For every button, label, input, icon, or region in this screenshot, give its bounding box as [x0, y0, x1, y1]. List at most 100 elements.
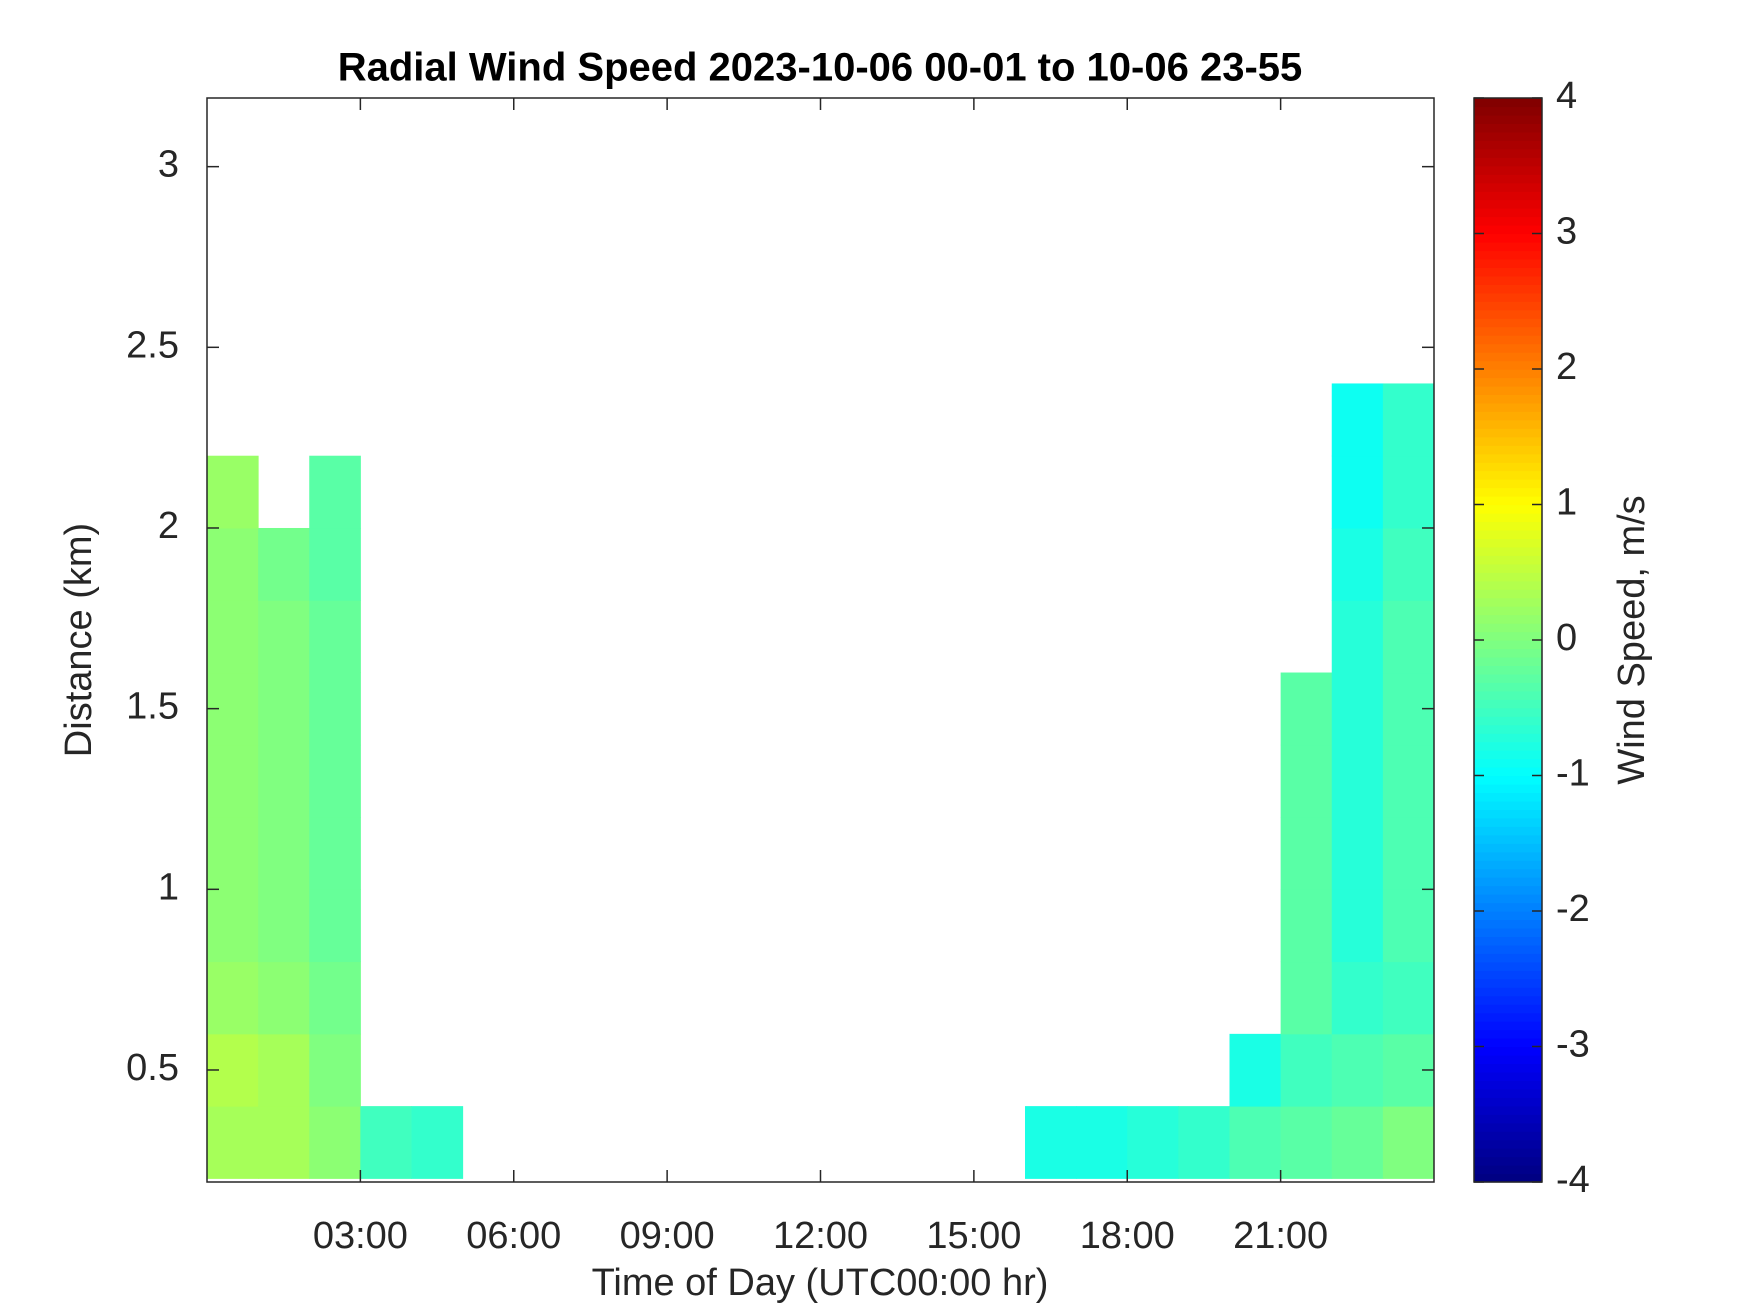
colorbar-segment — [1474, 623, 1542, 633]
colorbar-segment — [1474, 817, 1542, 827]
colorbar-segment — [1474, 809, 1542, 819]
colorbar-tick-label: 3 — [1556, 211, 1577, 253]
heat-cell — [309, 817, 361, 890]
colorbar-segment — [1474, 394, 1542, 404]
colorbar-segment — [1474, 1088, 1542, 1098]
colorbar-segment — [1474, 326, 1542, 336]
colorbar-segment — [1474, 978, 1542, 988]
colorbar-segment — [1474, 411, 1542, 421]
colorbar-segment — [1474, 385, 1542, 396]
colorbar-segment — [1474, 1012, 1542, 1022]
heat-cell — [1280, 744, 1333, 818]
heat-cell — [1331, 455, 1384, 529]
colorbar-segment — [1474, 572, 1542, 582]
heat-cell — [1178, 1106, 1230, 1179]
heat-cell — [1280, 889, 1333, 963]
colorbar-segment — [1474, 656, 1542, 667]
colorbar-segment — [1474, 995, 1542, 1005]
colorbar-segment — [1474, 1114, 1542, 1124]
colorbar-segment — [1474, 1097, 1542, 1107]
colorbar-tick-label: -4 — [1556, 1159, 1590, 1201]
colorbar-segment — [1474, 580, 1542, 590]
x-tick-label: 09:00 — [620, 1215, 715, 1257]
heat-cell — [1382, 455, 1435, 529]
colorbar-segment — [1474, 538, 1542, 548]
heat-cell — [411, 1106, 464, 1179]
y-tick-label: 1 — [158, 866, 179, 908]
colorbar-segment — [1474, 1156, 1542, 1166]
y-axis-label: Distance (km) — [58, 523, 100, 757]
colorbar-segment — [1474, 521, 1542, 531]
colorbar-segment — [1474, 665, 1542, 675]
heat-cell — [258, 817, 310, 890]
heat-cell — [309, 672, 361, 746]
heat-cell — [1382, 1106, 1435, 1179]
colorbar-segment — [1474, 140, 1542, 150]
colorbar-segment — [1474, 1165, 1542, 1175]
colorbar-segment — [1474, 241, 1542, 252]
colorbar-segment — [1474, 1131, 1542, 1141]
heat-cell — [258, 961, 310, 1035]
colorbar-segment — [1474, 250, 1542, 260]
colorbar-segment — [1474, 131, 1542, 141]
colorbar-segment — [1474, 741, 1542, 751]
heat-cell — [1331, 1106, 1384, 1179]
heat-cell — [309, 1106, 361, 1179]
colorbar-segment — [1474, 496, 1542, 506]
colorbar-segment — [1474, 733, 1542, 743]
colorbar-segment — [1474, 360, 1542, 370]
heat-cell — [207, 1106, 259, 1179]
colorbar-segment — [1474, 953, 1542, 963]
heat-cell — [309, 600, 361, 674]
heat-cell — [207, 744, 259, 818]
heat-cell — [1331, 672, 1384, 746]
colorbar-segment — [1474, 894, 1542, 904]
colorbar-segment — [1474, 114, 1542, 125]
plot-frame — [206, 97, 1435, 1183]
colorbar-segment — [1474, 563, 1542, 573]
colorbar-segment — [1474, 479, 1542, 489]
colorbar-segment — [1474, 987, 1542, 997]
colorbar-segment — [1474, 1122, 1542, 1132]
y-tick-label: 2.5 — [126, 324, 179, 366]
colorbar-segment — [1474, 707, 1542, 717]
y-tick-label: 2 — [158, 505, 179, 547]
colorbar-segment — [1474, 877, 1542, 887]
colorbar-segment — [1474, 1063, 1542, 1073]
colorbar-segment — [1474, 309, 1542, 319]
colorbar-segment — [1474, 267, 1542, 277]
colorbar-segment — [1474, 944, 1542, 954]
colorbar-tick-label: -2 — [1556, 888, 1590, 930]
colorbar-segment — [1474, 512, 1542, 523]
heat-cell — [1382, 961, 1435, 1035]
heat-cell — [207, 889, 259, 963]
colorbar-segment — [1474, 758, 1542, 768]
colorbar-segment — [1474, 724, 1542, 734]
heat-cell — [309, 744, 361, 818]
colorbar-segment — [1474, 614, 1542, 624]
colorbar-segment — [1474, 419, 1542, 429]
chart-title: Radial Wind Speed 2023-10-06 00-01 to 10… — [338, 46, 1303, 90]
colorbar-label: Wind Speed, m/s — [1611, 495, 1653, 784]
heat-cell — [1229, 1106, 1282, 1179]
x-tick-label: 12:00 — [773, 1215, 868, 1257]
colorbar-segment — [1474, 487, 1542, 497]
colorbar-segment — [1474, 911, 1542, 921]
colorbar-segment — [1474, 767, 1542, 777]
colorbar-segment — [1474, 369, 1542, 379]
colorbar-segment — [1474, 800, 1542, 810]
x-tick-label: 06:00 — [466, 1215, 561, 1257]
heat-cell — [258, 1033, 310, 1107]
colorbar-segment — [1474, 851, 1542, 861]
colorbar-segment — [1474, 1021, 1542, 1031]
colorbar-segment — [1474, 123, 1542, 133]
colorbar-segment — [1474, 148, 1542, 158]
colorbar-segment — [1474, 631, 1542, 641]
heat-cell — [360, 1106, 412, 1179]
colorbar-segment — [1474, 885, 1542, 895]
colorbar-segment — [1474, 783, 1542, 794]
colorbar-segment — [1474, 1029, 1542, 1039]
colorbar-segment — [1474, 191, 1542, 201]
colorbar-segment — [1474, 318, 1542, 328]
colorbar-segment — [1474, 301, 1542, 311]
